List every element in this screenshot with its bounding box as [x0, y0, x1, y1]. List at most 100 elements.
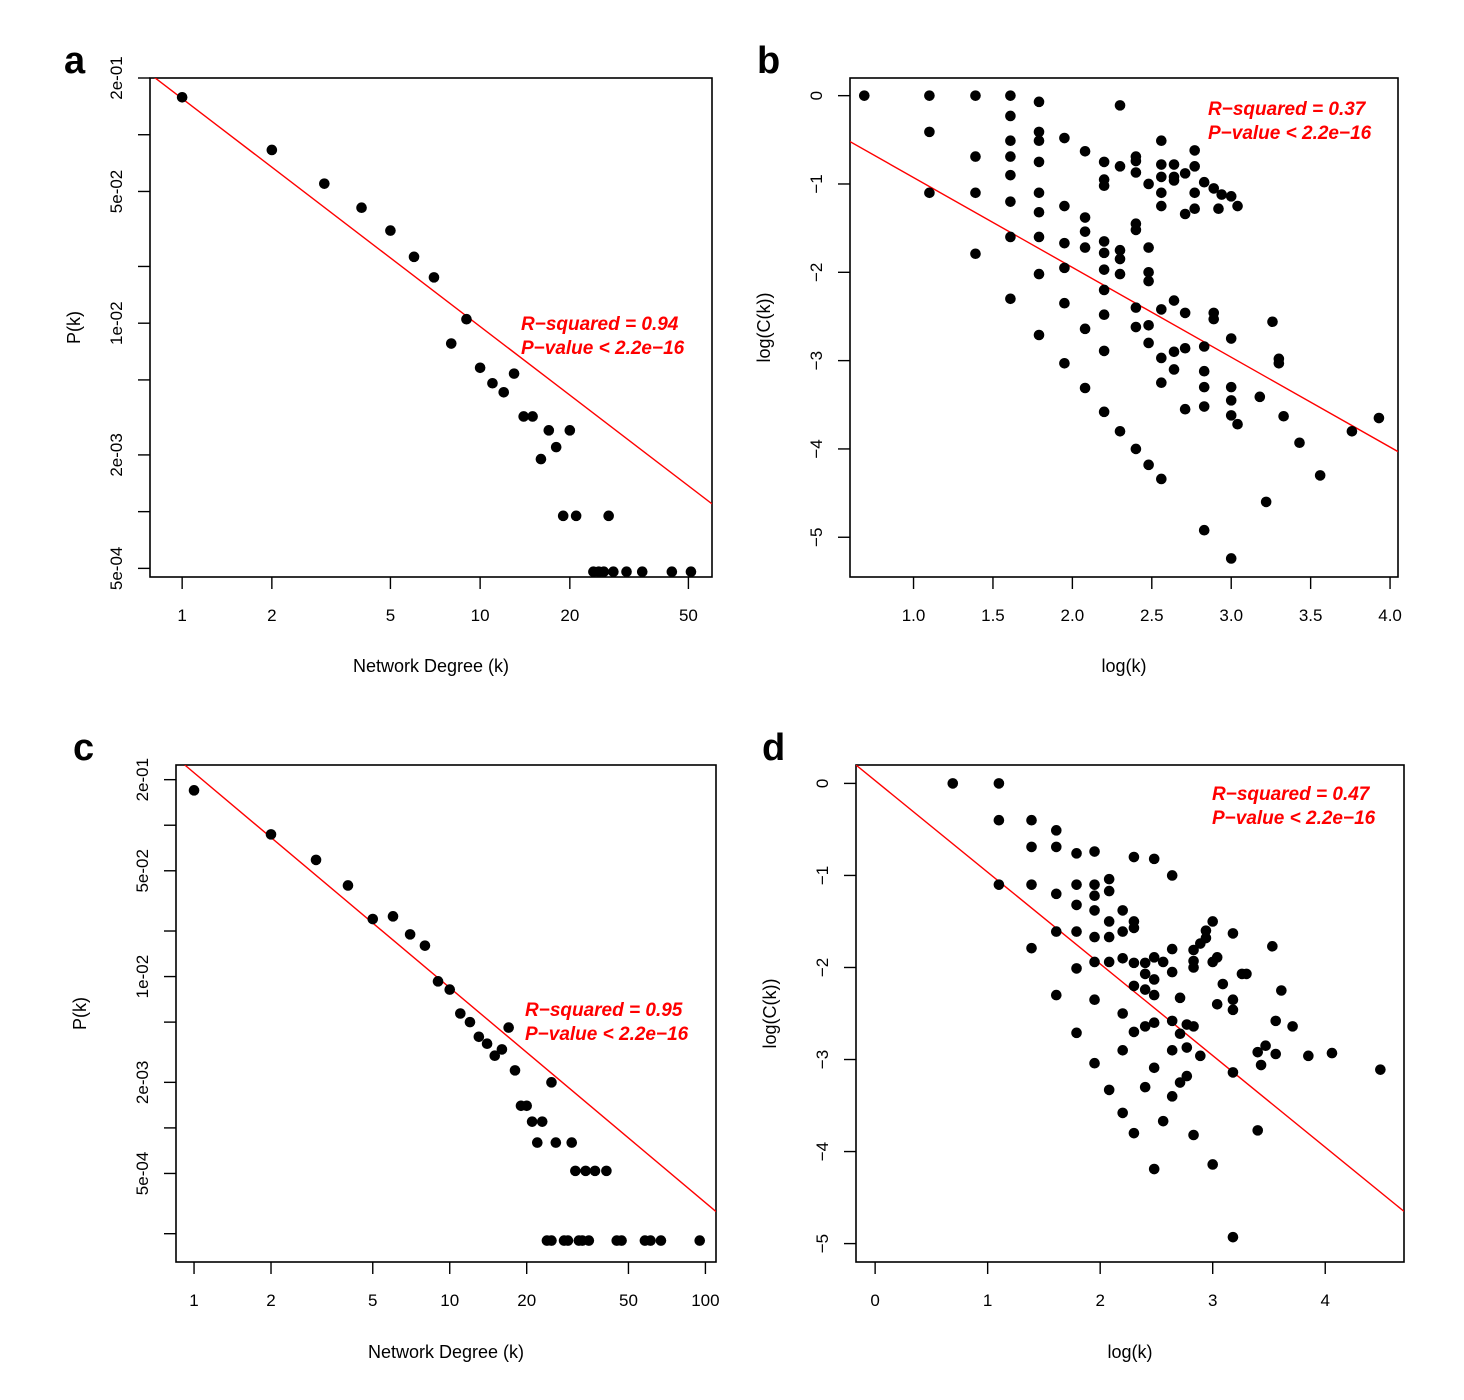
data-point [1156, 304, 1167, 315]
y-tick-label: 5e-04 [107, 547, 126, 590]
x-tick-label: 50 [619, 1291, 638, 1310]
y-tick-label: −3 [807, 351, 826, 370]
data-point [1166, 943, 1178, 955]
data-point [924, 126, 935, 138]
data-point [1156, 200, 1167, 212]
data-point [356, 202, 367, 214]
data-point [1114, 268, 1126, 280]
data-point [1168, 346, 1180, 358]
data-point [1157, 956, 1169, 968]
data-point [1005, 196, 1016, 207]
data-point [1026, 879, 1037, 890]
data-point [1103, 873, 1115, 885]
plot-frame [175, 764, 717, 1263]
data-point [1174, 992, 1186, 1004]
r-squared-annotation: R−squared = 0.95 [525, 1000, 683, 1021]
data-point [1117, 926, 1128, 937]
data-point [1189, 187, 1200, 199]
data-point [481, 1038, 493, 1050]
data-point [1252, 1125, 1264, 1136]
y-tick-label: −5 [807, 528, 826, 547]
data-point [564, 425, 576, 436]
data-point [1179, 307, 1191, 319]
data-point [527, 411, 538, 422]
data-point [655, 1235, 667, 1246]
data-point [580, 1165, 591, 1177]
data-point [1174, 1077, 1186, 1088]
data-point [1181, 1042, 1193, 1053]
data-point [1346, 425, 1358, 437]
data-point [1033, 187, 1045, 199]
data-point [1128, 851, 1140, 863]
x-tick-label: 100 [691, 1291, 719, 1310]
data-point [1114, 244, 1126, 256]
data-point [993, 814, 1005, 826]
panel-letter: b [757, 40, 780, 82]
x-tick-label: 0 [870, 1291, 879, 1310]
y-tick-label: 2e-03 [133, 1061, 152, 1104]
data-point [464, 1016, 476, 1028]
data-point [1098, 236, 1110, 247]
regression-line [850, 140, 1398, 453]
data-point [1139, 1081, 1151, 1093]
x-tick-label: 2 [266, 1291, 275, 1310]
data-point [666, 566, 678, 578]
data-point [176, 91, 188, 103]
data-point [1059, 132, 1070, 144]
data-point [1114, 425, 1126, 437]
data-point [1059, 297, 1070, 309]
data-point [1278, 410, 1289, 422]
data-point [1181, 1070, 1193, 1082]
data-point [1089, 846, 1100, 857]
data-point [1225, 381, 1237, 393]
data-point [1071, 899, 1082, 911]
data-point [924, 90, 935, 101]
data-point [408, 251, 420, 263]
data-point [1117, 905, 1128, 916]
data-point [570, 1165, 581, 1177]
y-tick-label: −1 [807, 174, 826, 193]
data-point [1148, 1017, 1160, 1029]
x-tick-label: 1 [177, 606, 186, 625]
r-squared-annotation: R−squared = 0.47 [1212, 784, 1371, 805]
panel-letter: a [64, 40, 86, 82]
data-point [1050, 825, 1062, 836]
r-squared-annotation: R−squared = 0.94 [521, 314, 679, 335]
data-point [1156, 159, 1167, 170]
data-point [1166, 966, 1178, 978]
panel-letter: d [762, 727, 785, 769]
data-point [1026, 841, 1037, 853]
data-point [319, 178, 330, 189]
data-point [1079, 323, 1091, 335]
data-point [535, 453, 547, 465]
data-point [1079, 382, 1091, 394]
data-point [1128, 922, 1140, 934]
data-point [188, 785, 200, 796]
data-point [1188, 1129, 1199, 1141]
data-point [496, 1044, 508, 1055]
data-point [1179, 403, 1191, 415]
data-point [1168, 295, 1180, 306]
data-point [1033, 206, 1045, 218]
x-tick-label: 2 [267, 606, 276, 625]
p-value-annotation: P−value < 2.2e−16 [521, 338, 685, 359]
data-point [1225, 395, 1237, 406]
x-tick-label: 2.5 [1140, 606, 1164, 625]
data-point [1156, 135, 1167, 147]
data-point [1130, 155, 1142, 167]
data-point [1139, 968, 1151, 980]
data-point [1273, 357, 1285, 369]
data-point [1079, 242, 1091, 253]
data-point [1156, 473, 1167, 485]
data-point [557, 510, 569, 522]
data-point [1033, 96, 1045, 108]
x-tick-label: 2 [1095, 1291, 1104, 1310]
data-point [1166, 1045, 1178, 1056]
data-point [385, 225, 396, 236]
data-point [1241, 968, 1252, 980]
data-point [1050, 888, 1062, 900]
data-point [387, 911, 399, 922]
y-axis-label: log(C(k)) [754, 293, 774, 363]
data-point [404, 929, 416, 940]
